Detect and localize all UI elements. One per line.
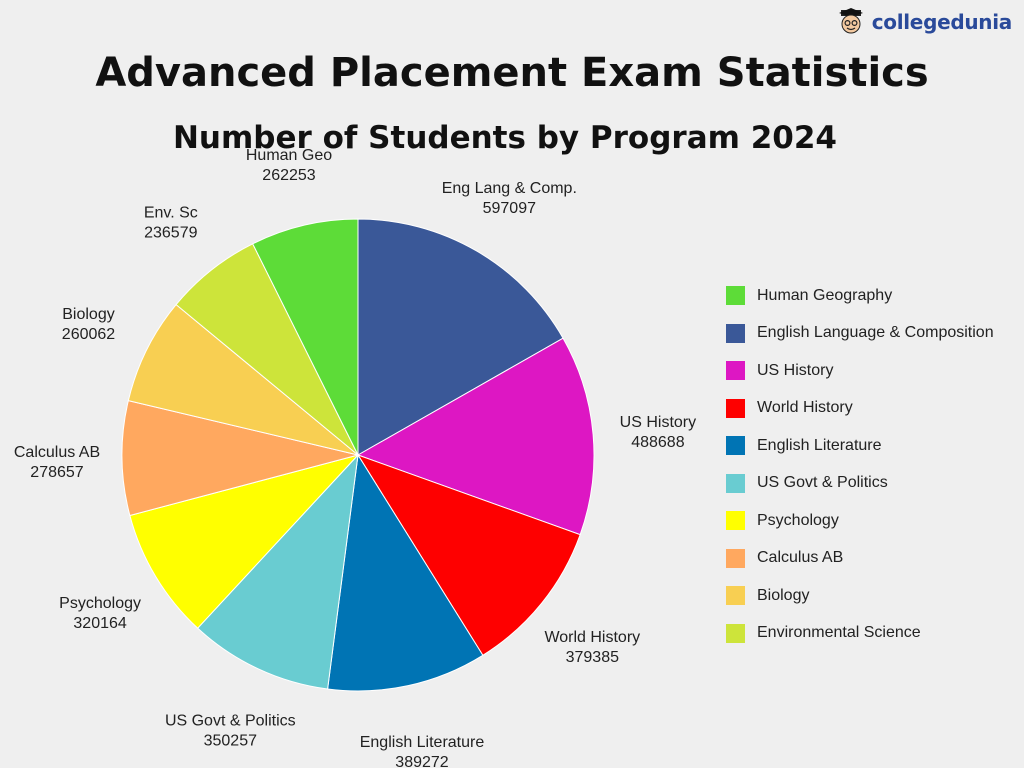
chart-subtitle: Number of Students by Program 2024 — [172, 120, 838, 156]
pie-slice-psychology — [129, 454, 360, 629]
legend-label: Calculus AB — [757, 549, 844, 567]
legend-swatch — [726, 286, 745, 306]
slice-label-value: 236579 — [144, 224, 197, 241]
slice-label-value: 320164 — [73, 615, 126, 632]
legend-item-english-literature: English Literature — [726, 427, 994, 465]
legend-swatch — [726, 361, 745, 381]
slice-label-name: World History — [544, 629, 640, 646]
pie-slice-us-govt-politics — [196, 453, 359, 690]
slice-label-name: Psychology — [59, 595, 141, 612]
pie-slice-world-history — [356, 454, 581, 656]
slice-label-value: 350257 — [204, 733, 257, 750]
slice-label-value: 597097 — [483, 200, 536, 217]
slice-label-name: US History — [620, 414, 696, 431]
mascot-icon — [838, 8, 863, 34]
legend-swatch — [726, 623, 745, 643]
slice-label-name: Calculus AB — [14, 444, 100, 461]
slice-label-name: Eng Lang & Comp. — [442, 180, 577, 197]
slice-label-name: English Literature — [360, 734, 485, 751]
legend-item-english-language-composition: English Language & Composition — [726, 315, 994, 353]
slice-label-name: Biology — [62, 306, 114, 323]
slice-label-name: Env. Sc — [144, 204, 198, 221]
pie-slice-english-literature — [327, 453, 484, 692]
brand-logo: collegedunia — [836, 6, 1012, 38]
legend-label: English Language & Composition — [757, 324, 994, 342]
pie-slice-us-history — [356, 337, 595, 536]
legend-label: Human Geography — [757, 286, 893, 304]
slice-label-english-language-composition: Eng Lang & Comp. 597097 — [442, 180, 577, 217]
legend-label: US History — [757, 361, 834, 379]
pie-slice-biology — [127, 303, 359, 456]
slice-label-us-history: US History 488688 — [620, 414, 696, 451]
legend-label: Psychology — [757, 511, 839, 529]
slice-label-value: 278657 — [30, 464, 83, 481]
slice-label-value: 389272 — [395, 754, 448, 768]
slice-label-name: Human Geo — [246, 147, 332, 164]
legend-swatch — [726, 436, 745, 456]
legend-swatch — [726, 548, 745, 568]
slice-label-value: 488688 — [631, 434, 684, 451]
pie-slice-human-geography — [252, 218, 359, 456]
legend-label: US Govt & Politics — [757, 474, 888, 492]
slice-label-calculus-ab: Calculus AB 278657 — [14, 444, 100, 481]
legend-item-calculus-ab: Calculus AB — [726, 540, 994, 578]
legend-swatch — [726, 586, 745, 606]
legend-swatch — [726, 398, 745, 418]
slice-label-value: 262253 — [262, 167, 315, 184]
chart-title: Advanced Placement Exam Statistics — [95, 50, 929, 96]
slice-label-name: US Govt & Politics — [165, 713, 296, 730]
legend-label: English Literature — [757, 436, 882, 454]
pie-slice-english-language-composition — [357, 218, 564, 456]
legend-item-us-history: US History — [726, 352, 994, 390]
legend-swatch — [726, 473, 745, 493]
legend-swatch — [726, 511, 745, 531]
slice-label-environmental-science: Env. Sc 236579 — [144, 204, 198, 241]
slice-label-world-history: World History 379385 — [544, 629, 640, 666]
legend-item-psychology: Psychology — [726, 502, 994, 540]
legend-label: World History — [757, 399, 853, 417]
brand-name: collegedunia — [871, 10, 1013, 34]
legend-item-human-geography: Human Geography — [726, 277, 994, 315]
slice-label-value: 260062 — [62, 326, 115, 343]
slice-label-biology: Biology 260062 — [62, 306, 115, 343]
slice-label-psychology: Psychology 320164 — [59, 595, 141, 632]
slice-label-english-literature: English Literature 389272 — [360, 734, 485, 768]
slice-label-human-geography: Human Geo 262253 — [246, 147, 332, 184]
legend-item-biology: Biology — [726, 577, 994, 615]
slice-label-value: 379385 — [566, 649, 619, 666]
pie-slice-calculus-ab — [121, 400, 359, 517]
slice-label-us-govt-politics: US Govt & Politics 350257 — [165, 713, 296, 750]
legend-item-us-govt-politics: US Govt & Politics — [726, 465, 994, 503]
legend-label: Biology — [757, 586, 810, 604]
legend-item-world-history: World History — [726, 390, 994, 428]
legend-swatch — [726, 323, 745, 343]
legend-label: Environmental Science — [757, 624, 921, 642]
chart-legend: Human Geography English Language & Compos… — [726, 277, 994, 652]
legend-item-environmental-science: Environmental Science — [726, 615, 994, 653]
